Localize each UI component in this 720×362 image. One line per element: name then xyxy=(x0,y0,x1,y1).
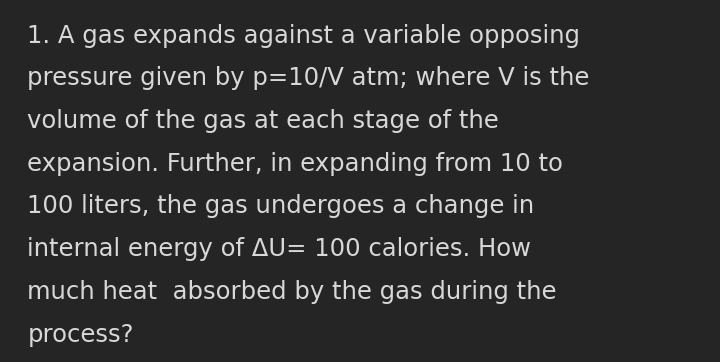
Text: 1. A gas expands against a variable opposing: 1. A gas expands against a variable oppo… xyxy=(27,24,580,47)
Text: 100 liters, the gas undergoes a change in: 100 liters, the gas undergoes a change i… xyxy=(27,194,534,218)
Text: internal energy of ΔU= 100 calories. How: internal energy of ΔU= 100 calories. How xyxy=(27,237,531,261)
Text: process?: process? xyxy=(27,323,134,346)
Text: pressure given by p=10/V atm; where V is the: pressure given by p=10/V atm; where V is… xyxy=(27,66,590,90)
Text: volume of the gas at each stage of the: volume of the gas at each stage of the xyxy=(27,109,499,133)
Text: expansion. Further, in expanding from 10 to: expansion. Further, in expanding from 10… xyxy=(27,152,563,176)
Text: much heat  absorbed by the gas during the: much heat absorbed by the gas during the xyxy=(27,280,557,304)
